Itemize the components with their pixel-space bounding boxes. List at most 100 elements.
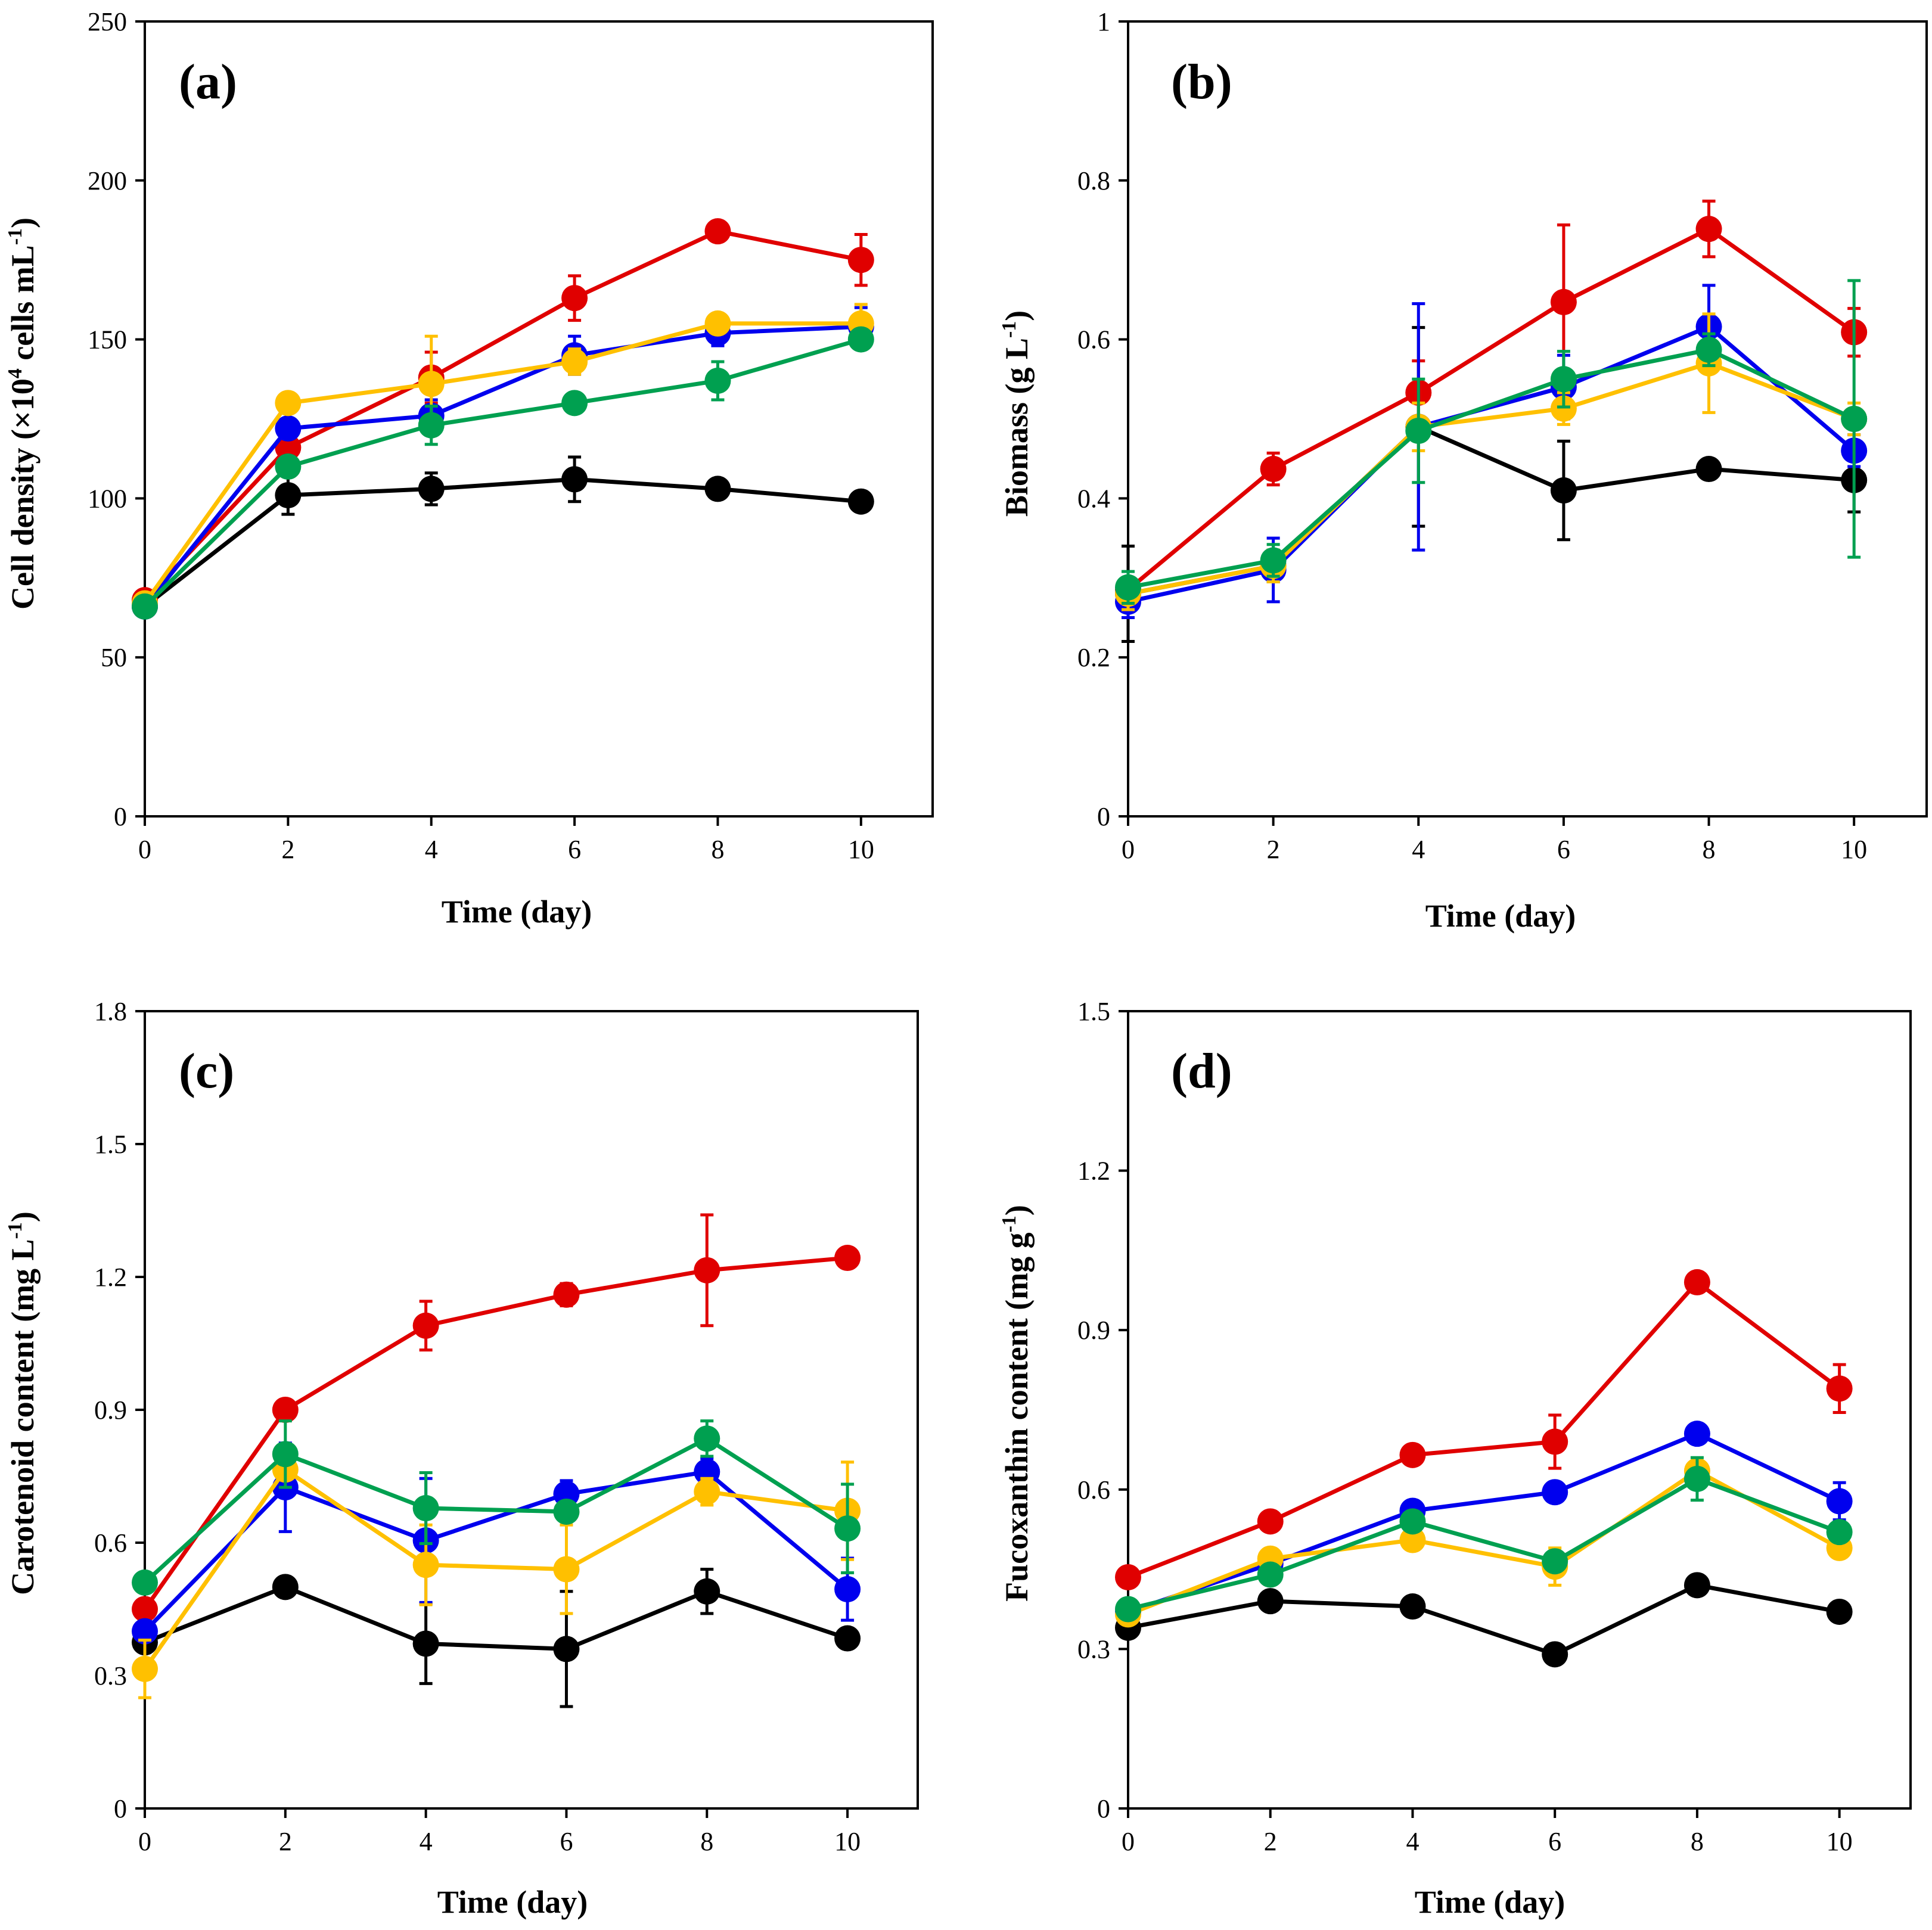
data-point	[1695, 216, 1722, 243]
data-point	[553, 1498, 580, 1525]
y-tick-label: 1.2	[94, 1263, 127, 1292]
y-tick-label: 1.5	[1077, 997, 1110, 1026]
data-point	[1695, 456, 1722, 483]
data-point	[1115, 1564, 1141, 1590]
series-line	[143, 1436, 849, 1584]
series-line	[143, 1469, 849, 1633]
data-point	[412, 1495, 439, 1522]
data-point	[1550, 366, 1577, 393]
panel-a: (a) Time (day) Cell density (×104 cells …	[4, 7, 934, 930]
x-tick-label: 0	[1122, 1827, 1135, 1856]
x-tick-label: 0	[138, 1827, 151, 1856]
y-tick-label: 0.2	[1077, 643, 1110, 672]
panel-label: (d)	[1171, 1043, 1232, 1099]
series-line	[143, 477, 862, 608]
data-point	[418, 475, 445, 502]
x-tick-label: 8	[1703, 835, 1716, 864]
x-tick-label: 6	[1557, 835, 1570, 864]
data-point	[561, 348, 588, 375]
y-tick-label: 1	[1097, 7, 1110, 36]
x-tick-label: 4	[420, 1827, 433, 1856]
data-point	[1826, 1519, 1853, 1546]
panel-d: (d) Time (day) Fucoxanthin content (mg g…	[998, 997, 1912, 1920]
data-point	[704, 310, 731, 337]
panel-b: (b) Time (day) Biomass (g L-1) 0 2 4 6 8 10 0 0…	[998, 7, 1928, 934]
data-point	[847, 326, 874, 353]
data-point	[1683, 1421, 1710, 1447]
data-point	[1542, 1641, 1568, 1668]
y-axis-title: Carotenoid content (mg L-1)	[4, 1211, 41, 1595]
data-point	[275, 482, 302, 509]
x-tick-label: 2	[1264, 1827, 1277, 1856]
data-point	[1683, 1572, 1710, 1599]
series-green	[1115, 279, 1868, 605]
series-green	[132, 326, 874, 620]
series-line	[1127, 361, 1855, 596]
x-tick-label: 4	[1412, 835, 1425, 864]
data-point	[704, 367, 731, 394]
y-axis-title: Biomass (g L-1)	[998, 310, 1035, 517]
data-point	[1841, 406, 1868, 432]
data-point	[834, 1515, 861, 1542]
y-tick-label: 0	[114, 1794, 127, 1823]
x-tick-label: 4	[1406, 1827, 1419, 1856]
data-point	[561, 390, 588, 417]
data-point	[1550, 395, 1577, 422]
data-point	[272, 1441, 299, 1468]
data-point	[1826, 1598, 1853, 1625]
x-tick-label: 8	[1691, 1827, 1704, 1856]
data-point	[847, 247, 874, 274]
x-tick-label: 0	[1122, 835, 1135, 864]
series-line	[1126, 226, 1856, 592]
data-point	[1683, 1269, 1710, 1295]
y-axis-title: Cell density (×104 cells mL-1)	[4, 217, 41, 610]
data-point	[412, 1630, 439, 1657]
data-point	[834, 1245, 861, 1272]
y-tick-label: 150	[88, 325, 127, 355]
y-tick-label: 0.6	[1077, 325, 1110, 355]
data-point	[834, 1625, 861, 1652]
data-point	[1399, 1593, 1426, 1620]
y-tick-label: 0.8	[1077, 166, 1110, 195]
y-tick-label: 0.9	[1077, 1316, 1110, 1345]
x-axis-title: Time (day)	[442, 894, 592, 930]
x-axis-title: Time (day)	[437, 1884, 588, 1920]
data-point	[412, 1312, 439, 1339]
plot-frame	[144, 20, 934, 818]
y-tick-label: 0.3	[1077, 1634, 1110, 1664]
series-line	[1127, 1469, 1841, 1617]
y-tick-label: 1.2	[1077, 1157, 1110, 1186]
data-point	[1115, 574, 1141, 601]
data-point	[132, 1569, 158, 1596]
data-point	[694, 1478, 720, 1505]
series-line	[143, 1255, 848, 1611]
data-point	[132, 1618, 158, 1645]
x-tick-label: 10	[1841, 835, 1867, 864]
data-point	[561, 285, 588, 312]
data-point	[275, 390, 302, 417]
data-point	[272, 1397, 299, 1423]
data-point	[1257, 1508, 1284, 1535]
data-point	[1826, 1375, 1853, 1402]
x-axis-title: Time (day)	[1425, 898, 1576, 934]
series-red	[1115, 1269, 1853, 1590]
data-point	[1826, 1488, 1853, 1515]
x-tick-label: 2	[1267, 835, 1280, 864]
series-red	[132, 1213, 861, 1623]
x-axis-title: Time (day)	[1415, 1884, 1566, 1920]
series-line	[143, 321, 861, 605]
x-tick-label: 6	[568, 835, 581, 864]
data-point	[694, 1425, 720, 1452]
y-tick-label: 1.5	[94, 1130, 127, 1159]
series-line	[143, 324, 861, 608]
data-point	[1399, 1441, 1426, 1468]
data-point	[418, 371, 445, 397]
x-tick-label: 6	[1548, 1827, 1561, 1856]
data-point	[132, 1596, 158, 1623]
data-point	[132, 1655, 158, 1682]
x-tick-label: 2	[281, 835, 294, 864]
panel-label: (a)	[179, 54, 237, 110]
x-tick-label: 10	[834, 1827, 861, 1856]
series-line	[1127, 1477, 1840, 1611]
